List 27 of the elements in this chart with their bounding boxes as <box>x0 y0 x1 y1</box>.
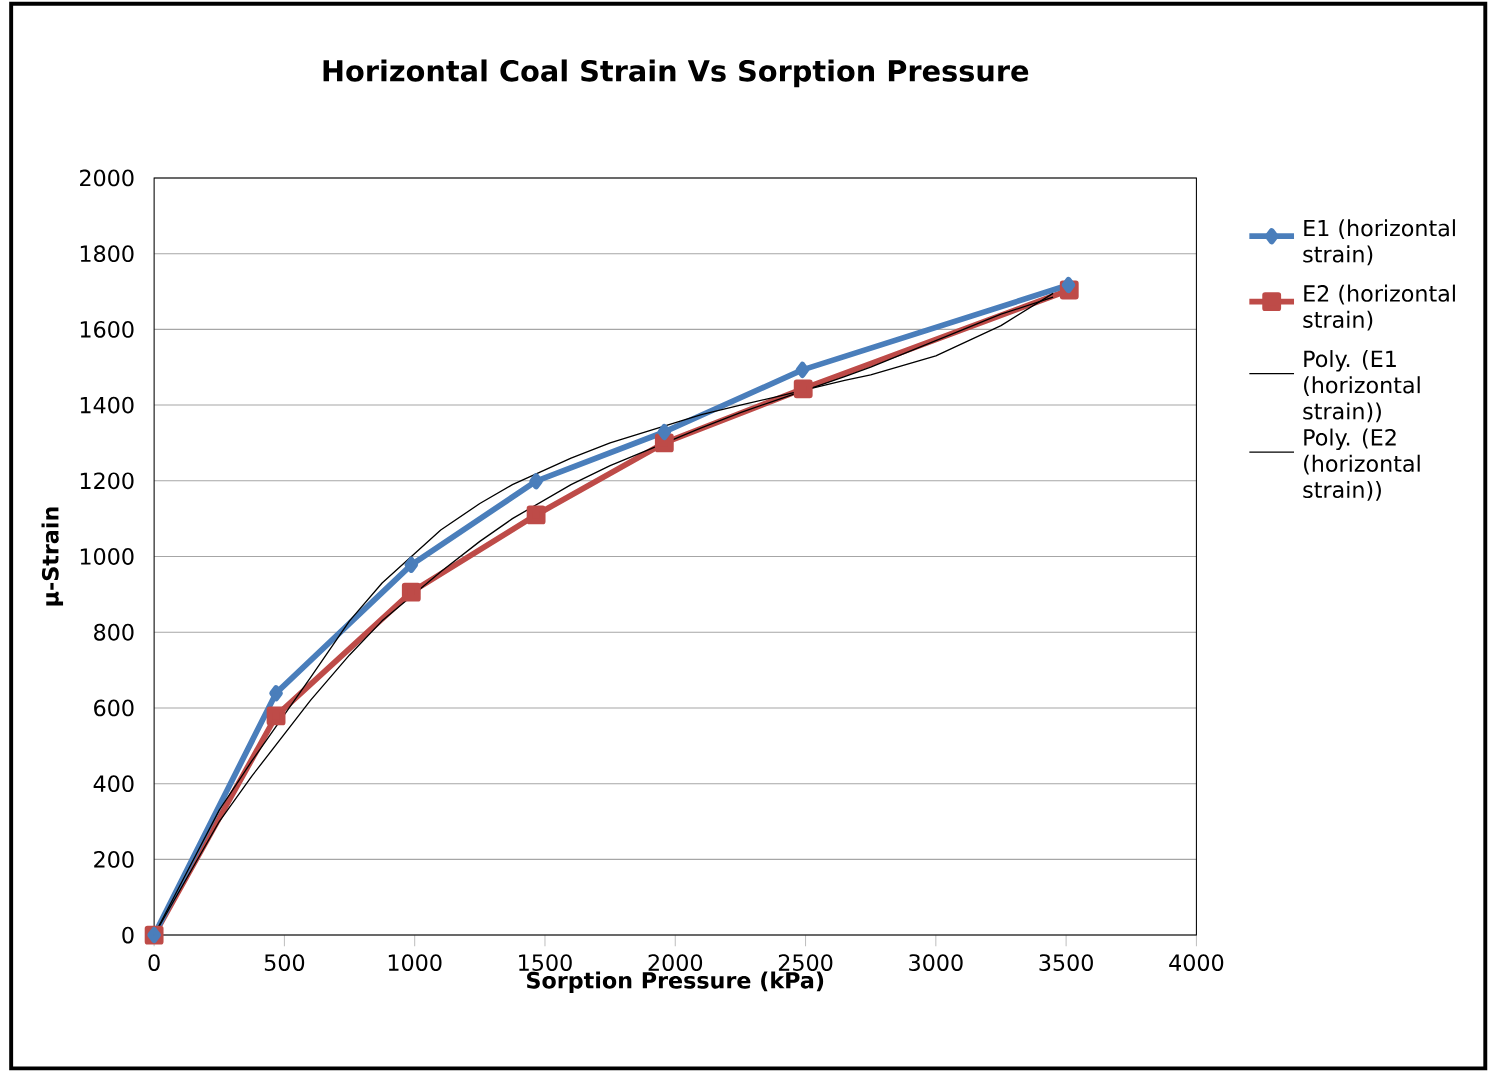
x-tick-label: 500 <box>264 954 305 971</box>
y-tick-label: 400 <box>93 775 134 793</box>
y-tick-label: 800 <box>94 623 134 641</box>
y-tick-label: 1800 <box>80 245 134 263</box>
x-tick-label: 2000 <box>648 954 703 971</box>
y-tick-label: 1200 <box>80 472 134 490</box>
legend-label: E1 (horizontal strain) <box>1303 219 1455 266</box>
y-tick-label: 1600 <box>80 320 134 338</box>
x-tick-label: 3000 <box>909 954 963 971</box>
y-axis-title: µ-Strain <box>41 507 64 606</box>
y-tick-label: 600 <box>94 699 134 717</box>
y-tick-label: 200 <box>94 850 134 868</box>
legend-label: E2 (horizontal strain) <box>1303 284 1455 331</box>
x-axis-title: Sorption Pressure (kPa) <box>527 971 824 993</box>
legend-label: Poly. (E2 (horizontal strain)) <box>1303 428 1420 501</box>
x-tick-label: 2500 <box>778 954 833 971</box>
x-tick-label: 1000 <box>388 954 442 971</box>
y-tick-label: 1000 <box>80 548 134 565</box>
legend-label: Poly. (E1 (horizontal strain)) <box>1303 350 1420 423</box>
x-tick-label: 4000 <box>1169 954 1224 971</box>
x-tick-label: 0 <box>148 954 160 971</box>
chart-title: Horizontal Coal Strain Vs Sorption Pressure <box>323 59 1029 88</box>
y-tick-label: 2000 <box>80 169 134 187</box>
x-tick-label: 3500 <box>1039 954 1093 971</box>
y-tick-label: 0 <box>122 926 134 944</box>
y-tick-label: 1400 <box>80 396 134 414</box>
x-tick-label: 1500 <box>519 954 572 971</box>
